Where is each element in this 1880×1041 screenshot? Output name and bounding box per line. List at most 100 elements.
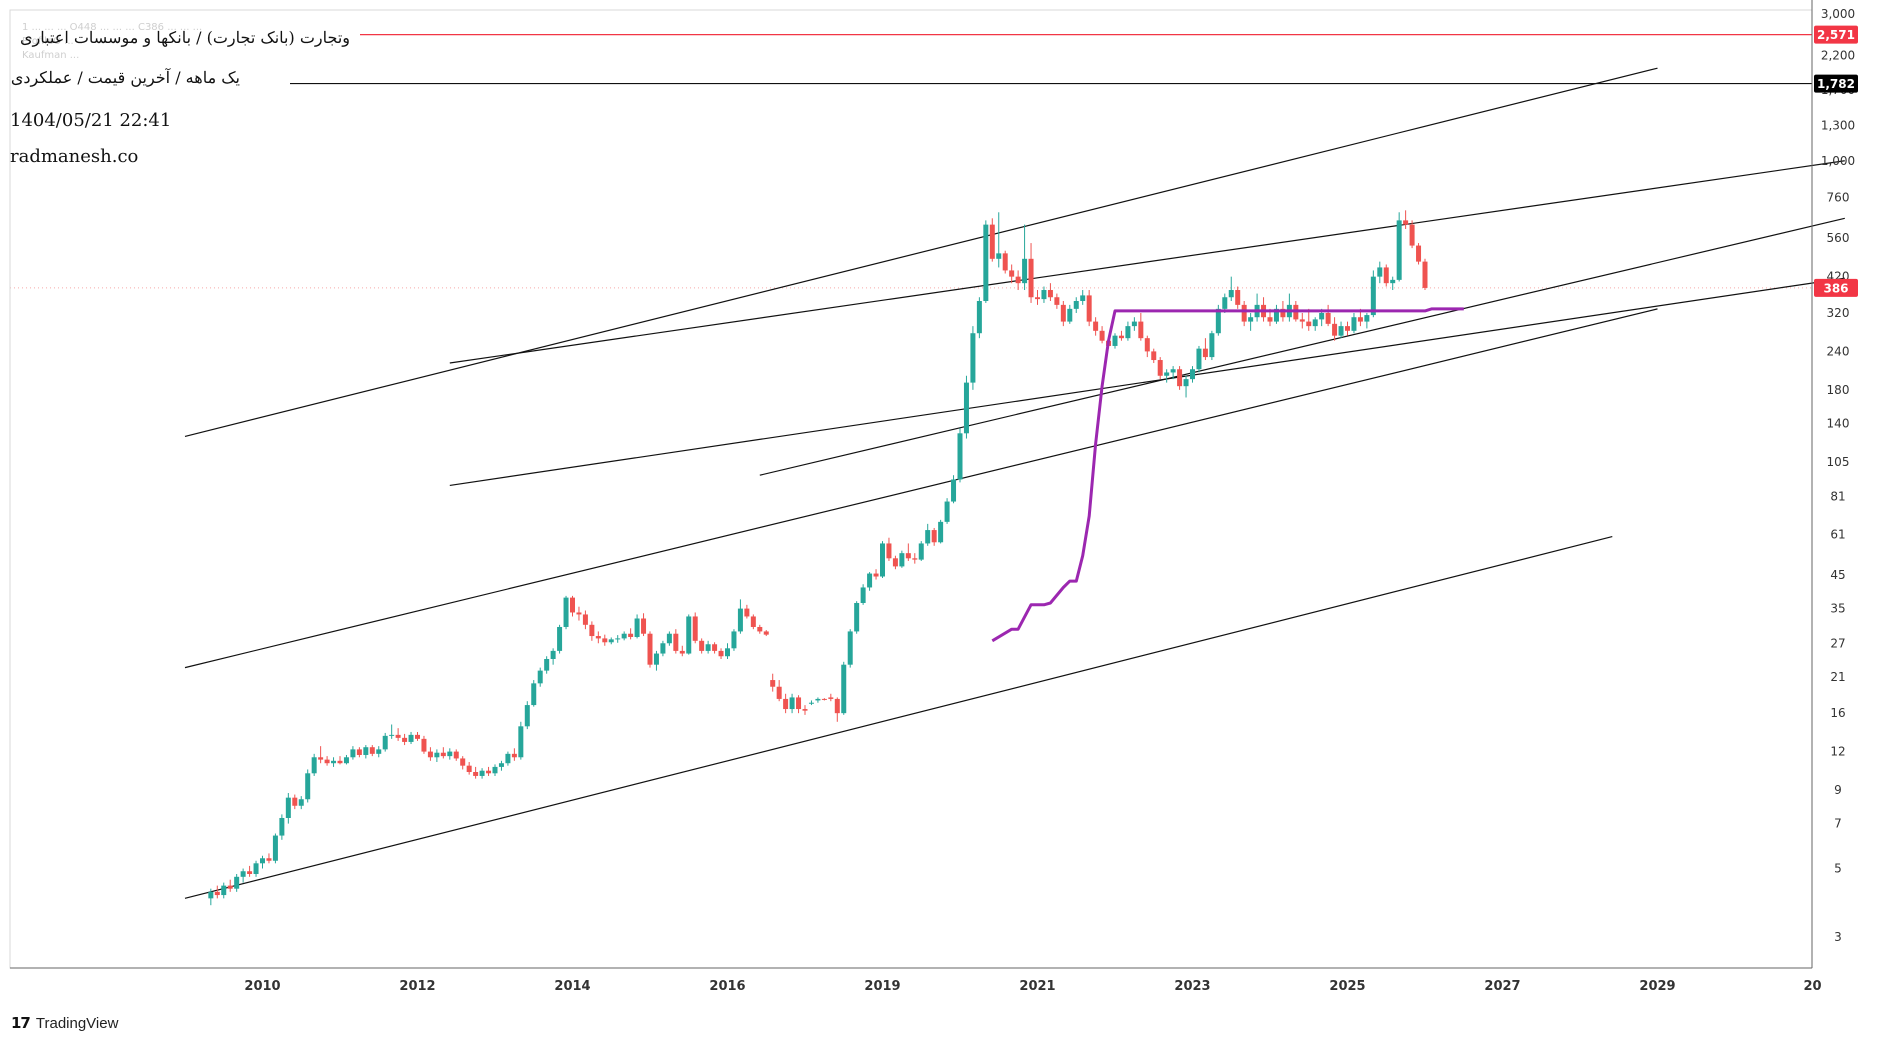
candle-body — [266, 858, 272, 861]
candle-body — [518, 726, 524, 758]
y-tick-label: 9 — [1834, 783, 1842, 797]
x-tick-label: 2023 — [1174, 979, 1210, 994]
price-label: 386 — [1823, 281, 1848, 295]
candle-body — [1370, 276, 1376, 316]
candle-body — [1157, 360, 1163, 376]
candle-body — [770, 680, 776, 687]
candle-body — [880, 543, 885, 577]
candle-body — [1235, 290, 1241, 305]
chart-subtitle-fa: یک ماهه / آخرین قیمت / عملکردی — [10, 68, 240, 87]
y-tick-label: 21 — [1830, 670, 1845, 684]
y-tick-label: 320 — [1827, 306, 1850, 320]
x-tick-label: 2019 — [864, 979, 900, 994]
x-tick-label: 2016 — [709, 979, 745, 994]
candle-body — [279, 817, 285, 836]
price-label: 2,571 — [1817, 28, 1855, 42]
candle-body — [963, 382, 969, 434]
candle-body — [931, 530, 937, 543]
candle-body — [427, 751, 433, 758]
candle-body — [1093, 321, 1099, 331]
candle-body — [1312, 319, 1318, 327]
candle-body — [486, 770, 492, 774]
y-tick-label: 760 — [1827, 190, 1850, 204]
candle-body — [498, 763, 504, 767]
chart-title-fa: وتجارت (بانک تجارت) / بانکها و موسسات اع… — [19, 28, 350, 47]
candle-body — [1332, 323, 1338, 336]
candle-body — [641, 618, 647, 634]
candle-body — [1183, 379, 1189, 387]
candle-body — [350, 749, 356, 758]
candle-body — [808, 702, 814, 704]
y-tick-label: 560 — [1827, 231, 1850, 245]
candle-body — [1422, 261, 1428, 288]
candle-body — [712, 644, 718, 651]
legend-ghost-row: ProfileO ... — [22, 36, 74, 47]
candle-body — [1009, 270, 1015, 277]
y-tick-label: 81 — [1830, 490, 1845, 504]
channel-line — [759, 217, 1845, 476]
tradingview-icon: 17 — [11, 1014, 31, 1032]
candle-body — [447, 751, 453, 757]
candle-body — [1345, 326, 1350, 331]
candle-body — [802, 709, 808, 711]
candle-body — [899, 553, 905, 567]
y-tick-label: 16 — [1830, 706, 1845, 720]
candle-body — [395, 734, 401, 738]
candle-body — [602, 638, 608, 643]
candle-body — [311, 757, 317, 774]
candle-body — [757, 626, 763, 632]
candle-body — [479, 770, 485, 776]
candle-body — [595, 636, 601, 639]
candle-body — [1383, 267, 1389, 284]
candle-body — [1002, 253, 1008, 271]
candle-body — [582, 614, 588, 625]
axes: 3579121621273545618110514018024032042056… — [9, 0, 1855, 994]
candle-body — [608, 639, 614, 643]
candle-body — [737, 608, 743, 632]
candle-body — [1151, 351, 1157, 361]
candle-body — [544, 658, 550, 671]
candle-body — [563, 597, 569, 627]
x-tick-label: 2012 — [399, 979, 435, 994]
candles — [208, 210, 1428, 906]
candle-body — [557, 626, 563, 651]
x-tick-label: 2027 — [1484, 979, 1520, 994]
y-tick-label: 240 — [1827, 344, 1850, 358]
candle-body — [989, 224, 995, 259]
candle-body — [1028, 258, 1034, 298]
candle-body — [524, 705, 530, 727]
candle-body — [376, 749, 382, 754]
candle-body — [1054, 297, 1060, 305]
candle-body — [912, 558, 918, 560]
candle-body — [1409, 224, 1415, 246]
candle-body — [1351, 317, 1357, 331]
candle-body — [537, 670, 543, 684]
candle-body — [260, 858, 265, 864]
candle-body — [634, 618, 640, 637]
candle-body — [331, 760, 337, 764]
candle-body — [776, 686, 782, 699]
candle-body — [1403, 220, 1409, 225]
candle-body — [1416, 245, 1422, 262]
candle-body — [925, 530, 931, 544]
candle-body — [854, 602, 860, 632]
candle-body — [324, 759, 330, 764]
candle-body — [731, 631, 737, 649]
candle-body — [1364, 315, 1370, 322]
candle-body — [905, 553, 911, 559]
indicator-line — [991, 307, 1464, 643]
candle-body — [621, 633, 627, 639]
candle-body — [1060, 304, 1066, 322]
candle-body — [1319, 312, 1325, 320]
candle-body — [1125, 326, 1131, 339]
candle-body — [615, 638, 621, 640]
candle-body — [1377, 267, 1383, 277]
candle-body — [789, 697, 795, 710]
candle-body — [1222, 297, 1228, 309]
tradingview-logo[interactable]: 17 TradingView — [11, 1014, 118, 1032]
candle-body — [718, 650, 724, 657]
candle-body — [938, 521, 944, 543]
candle-body — [892, 558, 898, 567]
candle-body — [1267, 317, 1273, 322]
